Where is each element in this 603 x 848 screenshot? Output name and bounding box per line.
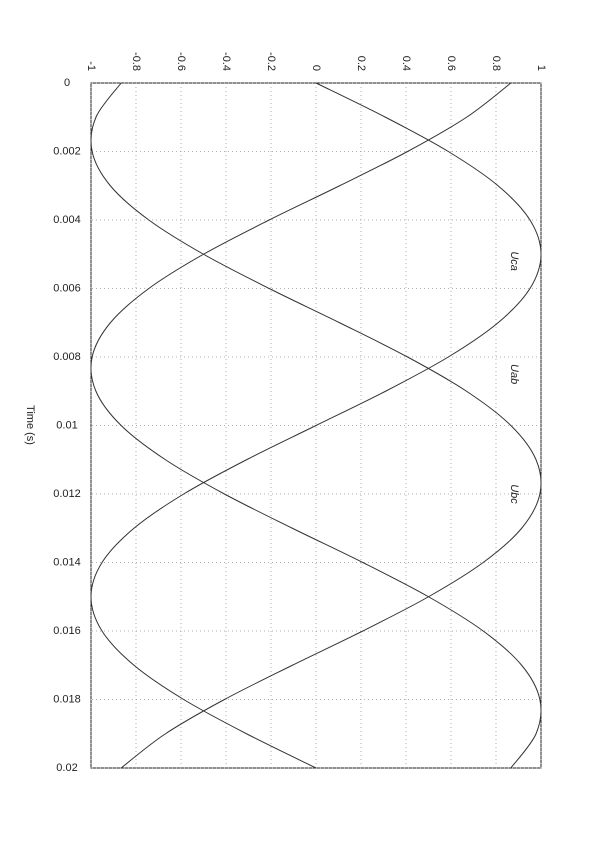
x-tick-label: 0.008 — [53, 351, 81, 363]
x-tick-label: 0.012 — [53, 488, 81, 500]
plot-area: Time (s) 0 0.002 0.004 0.006 0.008 0.01 0.012 0… — [24, 52, 547, 774]
x-tick-label: 0.01 — [56, 419, 77, 431]
y-tick-label: 0.8 — [490, 56, 502, 71]
y-tick-label: 1 — [535, 65, 547, 71]
x-tick-label: 0.014 — [53, 556, 81, 568]
y-tick-label: -0.2 — [265, 52, 277, 71]
x-tick-label: 0.016 — [53, 625, 81, 637]
y-tick-label: 0.4 — [400, 56, 412, 71]
y-tick-label: -0.6 — [175, 52, 187, 71]
series-label: Uab — [508, 364, 520, 384]
x-tick-label: 0.018 — [53, 693, 81, 705]
x-tick-label: 0.002 — [53, 145, 81, 157]
x-tick-label: 0.02 — [56, 762, 77, 774]
series-line — [90, 82, 542, 769]
y-tick-label: 0 — [310, 65, 322, 71]
x-axis-label: Time (s) — [24, 405, 36, 445]
x-tick-label: 0 — [64, 77, 70, 89]
y-tick-label: -0.4 — [220, 52, 232, 71]
series-line — [90, 82, 542, 769]
x-tick-label: 0.006 — [53, 282, 81, 294]
y-tick-label: -1 — [85, 61, 97, 71]
series-label: Uca — [508, 251, 520, 271]
series-label: Ubc — [508, 484, 520, 504]
y-tick-label: 0.6 — [445, 56, 457, 71]
y-tick-label: 0.2 — [355, 56, 367, 71]
series-line — [90, 82, 542, 769]
x-tick-label: 0.004 — [53, 214, 81, 226]
y-tick-label: -0.8 — [130, 52, 142, 71]
